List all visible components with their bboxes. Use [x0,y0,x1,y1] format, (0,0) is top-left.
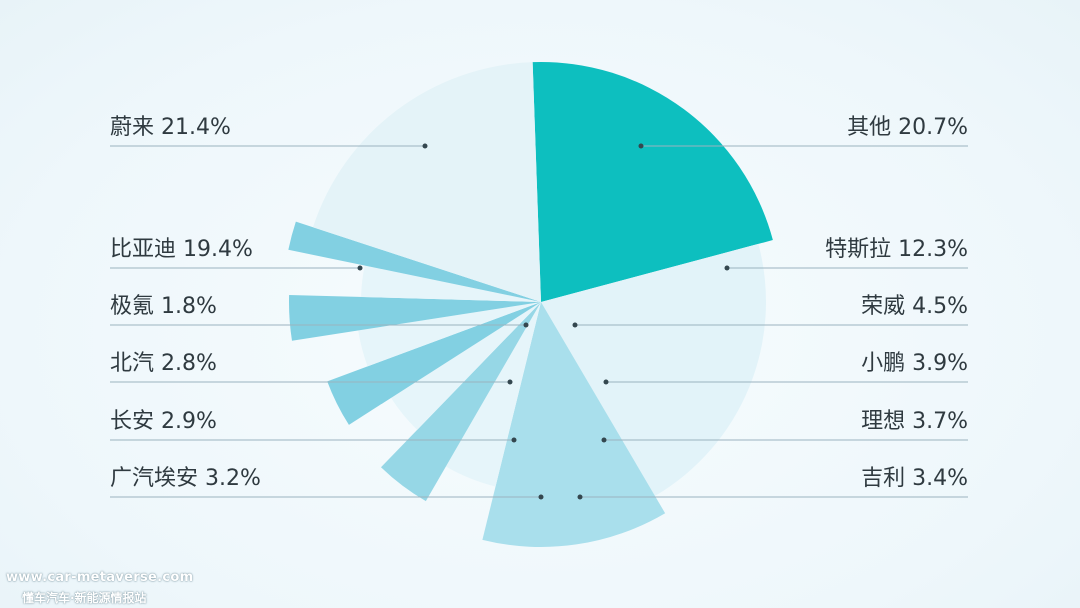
pie-slice-5 [381,302,541,502]
slice-label-12: 比亚迪 19.4% [110,237,253,262]
slice-label-4: 荣威 4.5% [861,294,968,319]
pie-slice-6 [391,302,541,430]
pie-slice-8 [358,302,541,367]
slice-label-10: 北汽 2.8% [110,351,217,376]
leader-dot-11 [523,322,529,328]
slice-label-5: 小鹏 3.9% [861,351,968,376]
slice-label-11: 极氪 1.8% [110,294,217,319]
slice-label-8: 广汽埃安 3.2% [110,466,261,491]
pie-slices [288,62,773,548]
pie-slice-9 [289,294,541,341]
pie-labels: 蔚来 21.4% 其他 20.7% 特斯拉 12.3% 荣威 4.5% 小鹏 3.9% 理… [110,115,968,500]
slice-label-7: 吉利 3.4% [861,466,968,491]
pie-slice-12 [312,62,541,303]
leader-dot-2 [638,143,644,149]
slice-label-1: 蔚来 21.4% [110,115,231,140]
pie-slice-10 [361,265,541,302]
slice-label-6: 理想 3.7% [861,409,968,434]
pie-slice-2 [541,243,766,496]
watermark-url: www.car-metaverse.com [6,570,194,585]
leader-dot-7 [577,494,583,500]
slice-label-2: 其他 20.7% [847,115,968,140]
pie-slice-3 [482,302,666,548]
slice-label-3: 特斯拉 12.3% [825,237,968,262]
leader-dot-10 [507,379,513,385]
watermark-name: 懂车汽车·新能源情报站 [22,591,147,605]
leader-dot-5 [603,379,609,385]
leader-dot-1 [422,143,428,149]
leader-dot-12 [357,265,363,271]
leader-dot-4 [572,322,578,328]
pie-slice-7 [327,302,541,425]
leader-dot-6 [601,437,607,443]
pie-slice-1 [532,62,773,303]
pie-slice-11 [288,221,541,302]
slice-label-9: 长安 2.9% [110,409,217,434]
leader-dot-3 [724,265,730,271]
leader-dot-9 [511,437,517,443]
leader-dot-8 [538,494,544,500]
